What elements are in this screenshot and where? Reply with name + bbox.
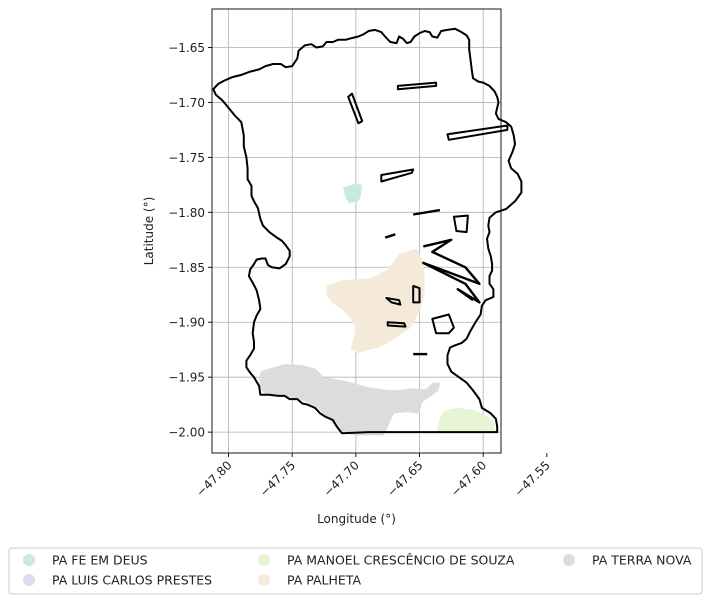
legend-marker: [258, 574, 270, 586]
parcel-outline: [385, 297, 402, 306]
legend-label: PA TERRA NOVA: [592, 553, 692, 568]
channel-line: [384, 233, 396, 239]
legend-label: PA FE EM DEUS: [52, 553, 148, 568]
legend: PA FE EM DEUS PA LUIS CARLOS PRESTES PA MA…: [8, 547, 703, 595]
area-pa-fe-em-deus: [343, 183, 363, 204]
parcel-outline: [452, 214, 469, 234]
legend-marker: [258, 554, 270, 566]
channel-line: [422, 238, 481, 304]
y-tick-label: −2.00: [168, 426, 205, 440]
legend-label: PA PALHETA: [287, 573, 361, 588]
y-axis-label: Latitude (°): [142, 197, 156, 266]
parcel-outlines: [347, 81, 509, 356]
parcel-outline: [446, 124, 509, 141]
area-pa-manoel-cresc-ncio-de-souza: [436, 407, 496, 434]
legend-marker: [23, 554, 35, 566]
legend-marker: [563, 554, 575, 566]
legend-label: PA LUIS CARLOS PRESTES: [52, 573, 212, 588]
municipality-boundary: [212, 27, 523, 435]
y-tick-label: −1.70: [168, 96, 205, 110]
y-tick-label: −1.80: [168, 206, 205, 220]
y-tick-label: −1.95: [168, 371, 205, 385]
axes-frame: [211, 8, 502, 454]
parcel-outline: [396, 81, 438, 91]
boundary-outline: [212, 27, 523, 435]
parcel-outline: [412, 285, 421, 304]
parcel-outline: [386, 321, 407, 328]
parcel-outline: [347, 92, 364, 125]
parcel-outline: [431, 313, 455, 335]
legend-label: PA MANOEL CRESCÊNCIO DE SOUZA: [287, 553, 515, 568]
legend-marker: [23, 574, 35, 586]
y-axis-ticks: −1.65 −1.70 −1.75 −1.80 −1.85 −1.90 −1.95 −2.00: [168, 41, 212, 440]
parcel-outline: [380, 168, 415, 183]
channel-line: [413, 208, 441, 216]
y-tick-label: −1.85: [168, 261, 205, 275]
y-tick-label: −1.65: [168, 41, 205, 55]
area-pa-terra-nova: [259, 364, 440, 436]
x-axis-label: Longitude (°): [317, 512, 396, 526]
legend-box: [8, 547, 703, 595]
y-tick-label: −1.75: [168, 151, 205, 165]
y-tick-label: −1.90: [168, 316, 205, 330]
